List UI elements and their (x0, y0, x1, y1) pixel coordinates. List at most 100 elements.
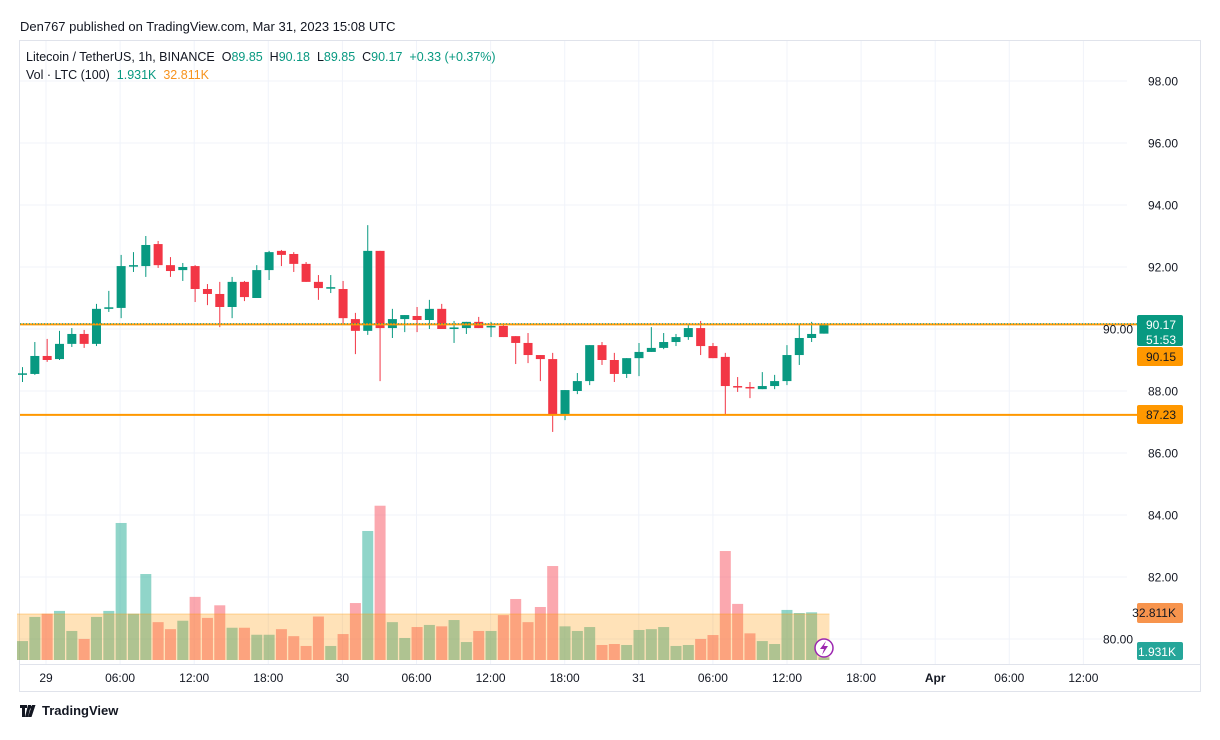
candle-body (437, 308, 447, 329)
candle (301, 262, 311, 282)
time-tick-label: 06:00 (698, 671, 728, 685)
time-tick-label: 06:00 (105, 671, 135, 685)
volume-bar (29, 616, 41, 660)
volume-ma-badge-text: 32.811K (1132, 606, 1176, 620)
price-tick-label: 90.00 (1103, 323, 1133, 337)
candle-body (128, 265, 138, 267)
candle (128, 252, 138, 272)
candle-body (165, 265, 175, 272)
low-value: 89.85 (323, 50, 356, 64)
tradingview-logo-icon (20, 704, 36, 717)
candle-body (597, 345, 607, 360)
candle-body (153, 244, 163, 266)
candle (572, 373, 582, 395)
candle-body (585, 345, 595, 382)
candle (535, 355, 545, 382)
price-tick-label: 80.00 (1103, 633, 1133, 647)
close-value: 90.17 (371, 50, 403, 64)
volume-ma-badge: 32.811K (1132, 603, 1183, 623)
volume-bar (584, 627, 596, 660)
volume-value: 1.931K (116, 68, 157, 82)
candle (646, 327, 656, 352)
level-low-badge: 87.23 (1137, 405, 1183, 424)
candle-body (104, 307, 114, 309)
candle-body (646, 347, 656, 352)
candle (757, 372, 767, 390)
candle-body (486, 325, 496, 328)
last-price-badge-text: 90.17 (1146, 318, 1176, 332)
candle (733, 377, 743, 392)
candle (116, 254, 126, 319)
candle-body (363, 250, 373, 331)
volume-bar (473, 630, 485, 660)
candle-body (548, 359, 558, 415)
volume-bar (571, 630, 583, 660)
volume-bar (41, 613, 53, 660)
price-tick-label: 88.00 (1148, 385, 1178, 399)
volume-bar (127, 613, 139, 660)
volume-bar (17, 641, 28, 660)
volume-bar (423, 624, 435, 660)
volume-bar (140, 574, 152, 660)
candle (227, 276, 237, 319)
candle-body (560, 390, 570, 415)
time-axis[interactable]: 29 06:00 12:00 18:00 30 06:00 12:00 18:00 31 06:0… (39, 671, 1098, 685)
candle-body (819, 323, 829, 334)
time-tick-label: 18:00 (846, 671, 876, 685)
candle (659, 333, 669, 350)
candle (683, 324, 693, 340)
candle (720, 352, 730, 415)
brand-name: TradingView (42, 703, 119, 718)
volume-bar (78, 638, 90, 660)
candle-body (79, 333, 89, 344)
volume-legend[interactable]: Vol · LTC (100) 1.931K 32.811K (26, 68, 209, 82)
volume-bar (670, 645, 682, 660)
candle-body (30, 355, 40, 374)
volume-bar (411, 627, 423, 660)
symbol-legend[interactable]: Litecoin / TetherUS, 1h, BINANCE O89.85 … (26, 50, 496, 64)
volume-bar (621, 644, 633, 660)
grid (20, 41, 1200, 665)
volume-bar (115, 522, 127, 660)
candle (215, 281, 225, 328)
candle (54, 330, 64, 360)
open-label: O (221, 50, 232, 64)
volume-bar (596, 644, 608, 660)
high-label: H (269, 50, 279, 64)
candle-body (757, 386, 767, 390)
volume-bar (559, 626, 571, 660)
candle-body (807, 333, 817, 338)
candle-body (400, 315, 410, 320)
candle-body (708, 346, 718, 359)
volume-bar (325, 645, 337, 660)
candle (609, 352, 619, 383)
candle (474, 316, 484, 329)
price-axis[interactable]: 98.00 96.00 94.00 92.00 90.00 88.00 86.00 84.00… (1103, 75, 1178, 647)
volume-bar (349, 603, 361, 660)
candle-body (720, 356, 730, 387)
volume-bar (719, 551, 731, 660)
volume-bar (522, 622, 534, 660)
event-lightning-icon[interactable] (814, 638, 834, 658)
candle (363, 225, 373, 335)
candle-body (178, 267, 188, 271)
candle (622, 358, 632, 378)
tradingview-brand[interactable]: TradingView (20, 703, 118, 718)
candle (338, 280, 348, 325)
price-tick-label: 94.00 (1148, 199, 1178, 213)
candle-body (252, 270, 262, 298)
level-high-badge: 90.15 (1137, 347, 1183, 366)
publisher-line: Den767 published on TradingView.com, Mar… (20, 19, 396, 34)
candle (523, 333, 533, 364)
candle-body (671, 337, 681, 343)
candle (548, 352, 558, 432)
candle (350, 312, 360, 355)
candle-body (424, 308, 434, 321)
candle (708, 342, 718, 359)
price-tick-label: 92.00 (1148, 261, 1178, 275)
candle (104, 290, 114, 312)
volume-bar (312, 616, 324, 660)
